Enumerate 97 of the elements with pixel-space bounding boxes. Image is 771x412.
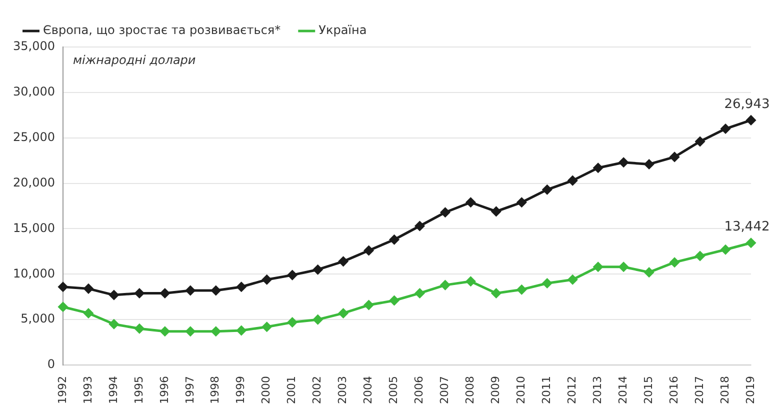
point: [568, 176, 578, 186]
point: [236, 282, 246, 292]
x-tick-label: 2003: [336, 376, 350, 404]
point: [440, 208, 450, 218]
point: [414, 221, 424, 231]
point: [542, 278, 552, 288]
point: [262, 322, 272, 332]
point: [491, 206, 501, 216]
legend-label: Європа, що зростає та розвивається*: [43, 23, 281, 38]
point: [644, 268, 654, 278]
y-tick-label: 5,000: [20, 312, 55, 326]
x-tick-label: 1998: [208, 376, 222, 404]
x-tick-label: 2017: [692, 376, 706, 404]
x-tick-label: 2000: [260, 376, 273, 404]
y-tick-label: 20,000: [12, 175, 55, 190]
point: [390, 234, 400, 244]
x-tick-label: 2015: [642, 376, 655, 404]
point: [516, 284, 526, 294]
legend-label: Україна: [318, 23, 367, 38]
point: [695, 251, 705, 261]
x-tick-label: 1992: [56, 376, 69, 404]
x-tick-label: 2013: [590, 376, 604, 404]
data-label: 13,442: [724, 220, 770, 235]
point: [440, 280, 450, 290]
x-tick-label: 2012: [565, 376, 578, 404]
point: [644, 159, 654, 169]
point: [720, 244, 730, 254]
point: [364, 246, 374, 256]
point: [568, 274, 578, 284]
point: [109, 319, 119, 329]
x-tick-label: 1993: [81, 376, 94, 404]
y-tick-label: 0: [47, 357, 55, 372]
x-tick-label: 1997: [183, 376, 196, 404]
y-tick-label: 10,000: [12, 266, 55, 280]
point: [593, 163, 603, 173]
point: [313, 314, 323, 324]
point: [466, 198, 476, 208]
point: [313, 264, 323, 274]
point: [211, 326, 221, 336]
point: [186, 326, 196, 336]
point: [491, 288, 501, 298]
annotation: міжнародні долари: [72, 53, 196, 68]
x-tick-label: 2001: [285, 376, 298, 404]
point: [338, 256, 348, 266]
point: [670, 152, 680, 162]
x-tick-label: 2005: [387, 376, 400, 404]
point: [390, 296, 400, 306]
point: [516, 198, 526, 208]
point: [593, 262, 603, 272]
x-tick-label: 2014: [616, 376, 630, 404]
point: [466, 276, 476, 286]
x-tick-label: 2019: [744, 376, 757, 404]
point: [211, 286, 221, 296]
point: [236, 326, 246, 336]
x-tick-label: 2018: [718, 376, 732, 404]
x-tick-label: 2002: [310, 376, 324, 404]
point: [618, 158, 628, 168]
y-tick-label: 25,000: [12, 130, 55, 144]
point: [542, 184, 552, 194]
point: [746, 115, 756, 125]
x-tick-label: 2009: [489, 376, 502, 404]
x-tick-label: 2006: [412, 376, 426, 404]
y-tick-label: 35,000: [12, 39, 55, 54]
y-tick-label: 30,000: [12, 84, 55, 99]
point: [160, 288, 170, 298]
point: [364, 300, 374, 310]
point: [84, 308, 94, 318]
point: [695, 136, 705, 146]
point: [670, 258, 680, 268]
point: [746, 238, 756, 248]
x-tick-label: 1996: [158, 376, 171, 404]
point: [84, 284, 94, 294]
x-tick-label: 1994: [106, 376, 120, 404]
x-tick-label: 2004: [362, 376, 375, 404]
x-tick-label: 2016: [667, 376, 680, 404]
y-tick-label: 15,000: [12, 220, 55, 235]
point: [109, 290, 119, 300]
point: [262, 274, 272, 284]
x-tick-label: 1995: [132, 376, 146, 404]
point: [134, 288, 144, 298]
x-tick-label: 2010: [514, 376, 528, 404]
point: [288, 318, 298, 328]
point: [134, 324, 144, 334]
point: [338, 308, 348, 318]
point: [58, 302, 68, 312]
point: [186, 286, 196, 296]
point: [288, 270, 298, 280]
point: [414, 288, 424, 298]
point: [58, 282, 68, 292]
point: [720, 124, 730, 134]
data-label: 26,943: [724, 97, 770, 112]
x-tick-label: 2007: [438, 376, 452, 404]
point: [160, 326, 170, 336]
x-tick-label: 1999: [234, 376, 248, 404]
x-tick-label: 2011: [540, 376, 554, 404]
x-tick-label: 2008: [464, 376, 477, 404]
point: [618, 262, 628, 272]
